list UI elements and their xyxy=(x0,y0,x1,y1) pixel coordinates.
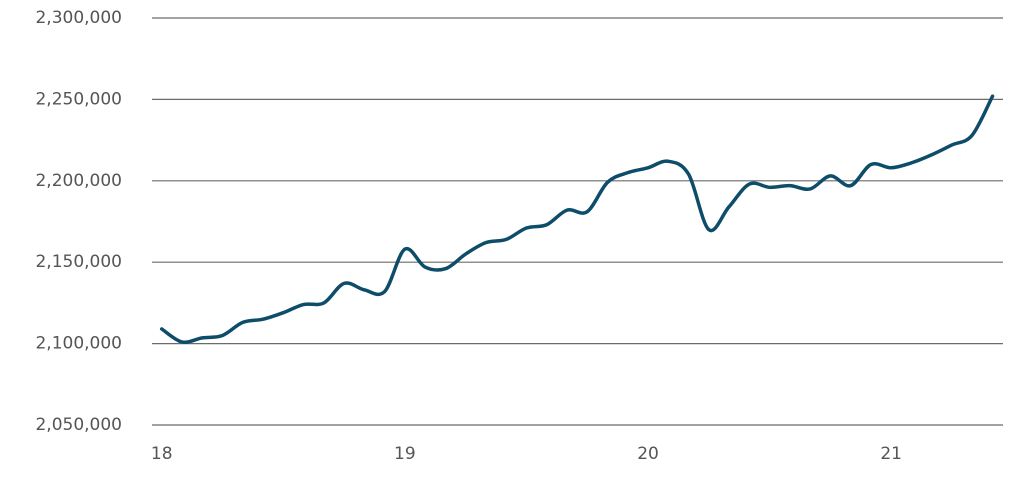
y-tick-label: 2,200,000 xyxy=(35,171,122,191)
x-tick-label: 21 xyxy=(880,444,902,464)
x-tick-label: 20 xyxy=(637,444,659,464)
y-tick-label: 2,150,000 xyxy=(35,252,122,272)
y-tick-label: 2,250,000 xyxy=(35,89,122,109)
y-tick-label: 2,050,000 xyxy=(35,415,122,435)
x-tick-label: 19 xyxy=(394,444,416,464)
y-tick-label: 2,300,000 xyxy=(35,8,122,28)
x-tick-label: 18 xyxy=(151,444,173,464)
data-line xyxy=(159,94,995,345)
y-tick-label: 2,100,000 xyxy=(35,334,122,354)
